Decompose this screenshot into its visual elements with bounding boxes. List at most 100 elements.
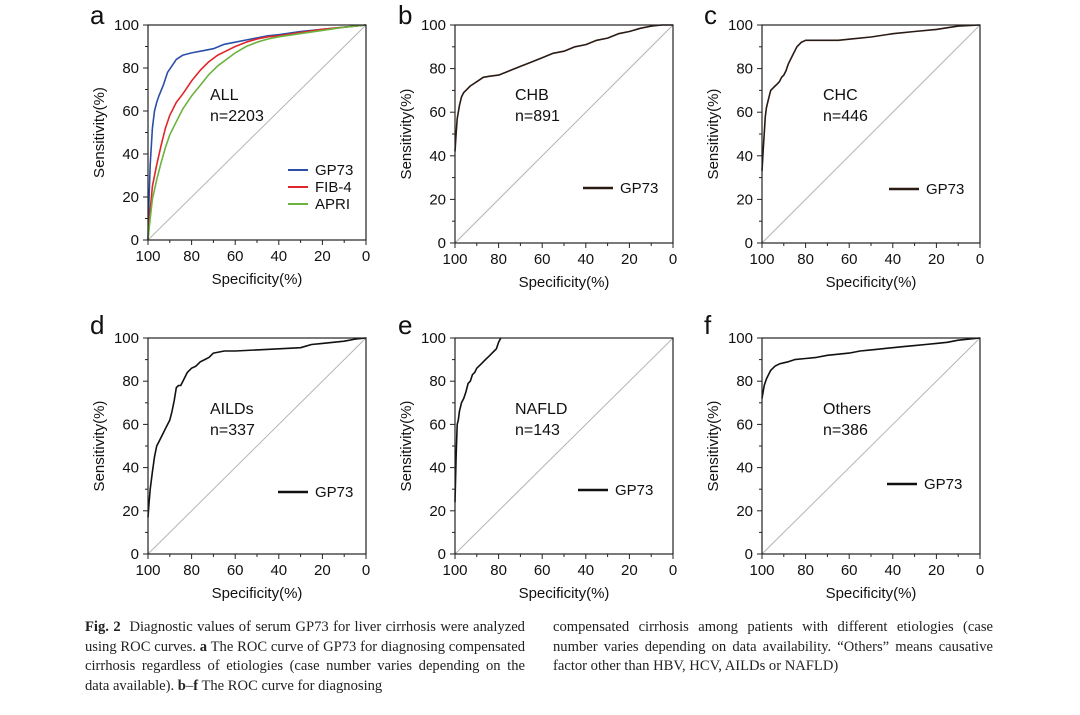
roc-curve-gp73 (147, 337, 367, 518)
y-tick-label: 20 (736, 191, 753, 208)
x-tick-label: 100 (749, 251, 774, 268)
y-tick-label: 40 (122, 146, 139, 163)
y-tick-label: 20 (122, 189, 139, 206)
panel-annotation: n=337 (210, 422, 255, 439)
y-tick-label: 0 (745, 546, 753, 563)
x-tick-label: 100 (135, 562, 160, 579)
roc-curve-gp73 (147, 24, 367, 241)
y-tick-label: 100 (114, 17, 139, 34)
panel-annotation: n=891 (515, 108, 560, 125)
roc-curve-gp73 (761, 337, 981, 399)
legend-label: GP73 (926, 181, 964, 198)
y-tick-label: 80 (122, 373, 139, 390)
x-tick-label: 0 (362, 248, 370, 265)
x-axis-title: Specificity(%) (519, 274, 610, 291)
y-tick-label: 80 (736, 61, 753, 78)
legend-label: GP73 (620, 180, 658, 197)
y-tick-label: 0 (131, 546, 139, 563)
x-tick-label: 80 (797, 562, 814, 579)
panel-annotation: ALL (210, 87, 239, 104)
panel-letter-f: f (704, 310, 712, 340)
y-axis-title: Sensitivity(%) (705, 401, 722, 492)
panel-letter-e: e (398, 310, 412, 340)
figure-panels: a 100 80 60 40 20 0 0 20 40 60 80 100 Specificity(%) S… (90, 0, 984, 602)
x-tick-label: 80 (183, 248, 200, 265)
y-tick-label: 60 (122, 416, 139, 433)
x-tick-label: 20 (314, 562, 331, 579)
panel-annotation: AILDs (210, 401, 254, 418)
legend-label: GP73 (615, 482, 653, 499)
legend-label: GP73 (315, 162, 353, 179)
y-tick-label: 100 (421, 330, 446, 347)
x-tick-label: 20 (928, 562, 945, 579)
chart-panel-f: f 100 80 60 40 20 0 0 20 40 60 80 100 Specificity(%) S… (704, 310, 984, 602)
panel-annotation: Others (823, 401, 871, 418)
figure-label: Fig. 2 (85, 619, 121, 635)
y-tick-label: 0 (438, 235, 446, 252)
caption-text-2: The ROC curve of GP73 for diagnosing com… (85, 638, 525, 694)
y-tick-label: 100 (114, 330, 139, 347)
y-tick-label: 100 (421, 17, 446, 34)
diagonal-reference-line (761, 337, 981, 555)
y-tick-label: 20 (429, 503, 446, 520)
caption-text-3: The ROC curve for diagnosing (198, 677, 383, 694)
panel-letter-b: b (398, 0, 412, 30)
roc-curve-apri (147, 24, 367, 241)
panel-annotation: n=446 (823, 108, 868, 125)
roc-curve-gp73 (761, 24, 981, 172)
caption-text-1: Diagnostic values of serum GP73 for live… (85, 619, 525, 655)
x-axis-title: Specificity(%) (519, 585, 610, 602)
x-tick-label: 100 (749, 562, 774, 579)
x-tick-label: 20 (621, 562, 638, 579)
x-tick-label: 100 (135, 248, 160, 265)
x-tick-label: 40 (270, 562, 287, 579)
y-axis-title: Sensitivity(%) (91, 87, 108, 178)
x-tick-label: 60 (534, 251, 551, 268)
y-tick-label: 0 (131, 232, 139, 249)
legend-label: GP73 (315, 484, 353, 501)
x-tick-label: 60 (841, 251, 858, 268)
x-tick-label: 80 (490, 562, 507, 579)
y-tick-label: 100 (728, 17, 753, 34)
x-axis-title: Specificity(%) (212, 271, 303, 288)
figure-caption-left: Fig. 2 Diagnostic values of serum GP73 f… (85, 618, 525, 696)
y-tick-label: 40 (429, 460, 446, 477)
x-tick-label: 80 (797, 251, 814, 268)
x-tick-label: 0 (362, 562, 370, 579)
y-tick-label: 80 (429, 373, 446, 390)
y-axis-title: Sensitivity(%) (705, 89, 722, 180)
y-tick-label: 20 (429, 191, 446, 208)
y-axis-title: Sensitivity(%) (91, 401, 108, 492)
x-tick-label: 20 (928, 251, 945, 268)
figure-caption-right: compensated cirrhosis among patients wit… (553, 619, 993, 674)
panel-letter-a: a (90, 0, 105, 30)
y-tick-label: 40 (736, 148, 753, 165)
x-tick-label: 100 (442, 251, 467, 268)
x-axis-title: Specificity(%) (212, 585, 303, 602)
x-tick-label: 40 (577, 562, 594, 579)
x-tick-label: 40 (884, 251, 901, 268)
x-tick-label: 80 (490, 251, 507, 268)
panel-annotation: CHC (823, 87, 858, 104)
y-tick-label: 40 (122, 460, 139, 477)
x-tick-label: 60 (227, 248, 244, 265)
panel-letter-c: c (704, 0, 717, 30)
y-tick-label: 20 (122, 503, 139, 520)
chart-panel-a: a 100 80 60 40 20 0 0 20 40 60 80 100 Specificity(%) S… (90, 0, 370, 288)
x-axis-title: Specificity(%) (826, 274, 917, 291)
roc-curve-gp73 (454, 337, 502, 503)
y-tick-label: 100 (728, 330, 753, 347)
y-tick-label: 40 (736, 460, 753, 477)
caption-panel-ref-f: f (193, 677, 199, 694)
diagonal-reference-line (454, 337, 674, 555)
x-tick-label: 60 (841, 562, 858, 579)
diagonal-reference-line (147, 24, 367, 241)
y-tick-label: 80 (736, 373, 753, 390)
x-tick-label: 100 (442, 562, 467, 579)
y-tick-label: 0 (745, 235, 753, 252)
y-tick-label: 20 (736, 503, 753, 520)
x-tick-label: 80 (183, 562, 200, 579)
x-tick-label: 40 (577, 251, 594, 268)
panel-annotation: CHB (515, 87, 549, 104)
caption-dash: – (185, 677, 194, 694)
